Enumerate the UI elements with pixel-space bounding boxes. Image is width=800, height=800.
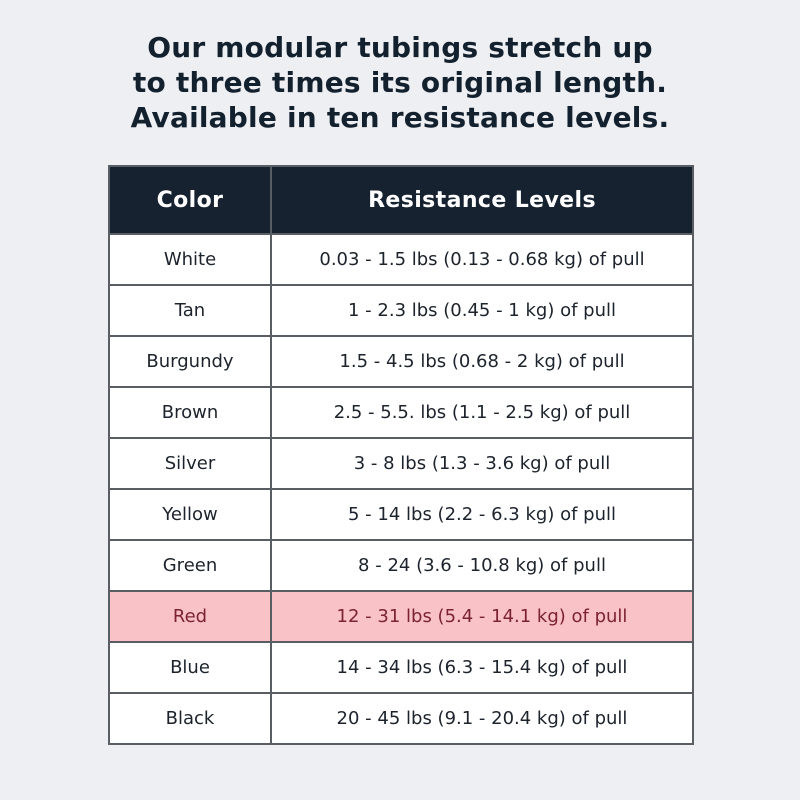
resistance-cell: 2.5 - 5.5. lbs (1.1 - 2.5 kg) of pull xyxy=(270,386,694,439)
table-row: Tan 1 - 2.3 lbs (0.45 - 1 kg) of pull xyxy=(108,284,694,337)
resistance-cell: 12 - 31 lbs (5.4 - 14.1 kg) of pull xyxy=(270,590,694,643)
table-header-color: Color xyxy=(108,165,272,235)
resistance-cell: 0.03 - 1.5 lbs (0.13 - 0.68 kg) of pull xyxy=(270,233,694,286)
table-header-row: Color Resistance Levels xyxy=(108,165,694,235)
table-row: Red 12 - 31 lbs (5.4 - 14.1 kg) of pull xyxy=(108,590,694,643)
resistance-cell: 3 - 8 lbs (1.3 - 3.6 kg) of pull xyxy=(270,437,694,490)
table-row: Green 8 - 24 (3.6 - 10.8 kg) of pull xyxy=(108,539,694,592)
resistance-table: Color Resistance Levels White 0.03 - 1.5… xyxy=(108,165,694,745)
resistance-cell: 1.5 - 4.5 lbs (0.68 - 2 kg) of pull xyxy=(270,335,694,388)
resistance-cell: 20 - 45 lbs (9.1 - 20.4 kg) of pull xyxy=(270,692,694,745)
table-row: White 0.03 - 1.5 lbs (0.13 - 0.68 kg) of… xyxy=(108,233,694,286)
color-cell: Red xyxy=(108,590,272,643)
color-cell: White xyxy=(108,233,272,286)
resistance-cell: 8 - 24 (3.6 - 10.8 kg) of pull xyxy=(270,539,694,592)
page-title-line-3: Available in ten resistance levels. xyxy=(130,101,670,134)
table-row: Blue 14 - 34 lbs (6.3 - 15.4 kg) of pull xyxy=(108,641,694,694)
color-cell: Blue xyxy=(108,641,272,694)
resistance-cell: 5 - 14 lbs (2.2 - 6.3 kg) of pull xyxy=(270,488,694,541)
table-row: Brown 2.5 - 5.5. lbs (1.1 - 2.5 kg) of p… xyxy=(108,386,694,439)
table-row: Black 20 - 45 lbs (9.1 - 20.4 kg) of pul… xyxy=(108,692,694,745)
table-row: Burgundy 1.5 - 4.5 lbs (0.68 - 2 kg) of … xyxy=(108,335,694,388)
page-title-line-1: Our modular tubings stretch up xyxy=(147,31,653,64)
page-title: Our modular tubings stretch up to three … xyxy=(0,0,800,135)
color-cell: Green xyxy=(108,539,272,592)
color-cell: Tan xyxy=(108,284,272,337)
color-cell: Burgundy xyxy=(108,335,272,388)
color-cell: Yellow xyxy=(108,488,272,541)
table-row: Silver 3 - 8 lbs (1.3 - 3.6 kg) of pull xyxy=(108,437,694,490)
resistance-cell: 14 - 34 lbs (6.3 - 15.4 kg) of pull xyxy=(270,641,694,694)
page-title-line-2: to three times its original length. xyxy=(132,66,668,99)
resistance-table-container: Color Resistance Levels White 0.03 - 1.5… xyxy=(108,165,694,745)
color-cell: Silver xyxy=(108,437,272,490)
table-body: White 0.03 - 1.5 lbs (0.13 - 0.68 kg) of… xyxy=(108,233,694,745)
resistance-cell: 1 - 2.3 lbs (0.45 - 1 kg) of pull xyxy=(270,284,694,337)
color-cell: Brown xyxy=(108,386,272,439)
table-header-resistance: Resistance Levels xyxy=(270,165,694,235)
table-row: Yellow 5 - 14 lbs (2.2 - 6.3 kg) of pull xyxy=(108,488,694,541)
color-cell: Black xyxy=(108,692,272,745)
